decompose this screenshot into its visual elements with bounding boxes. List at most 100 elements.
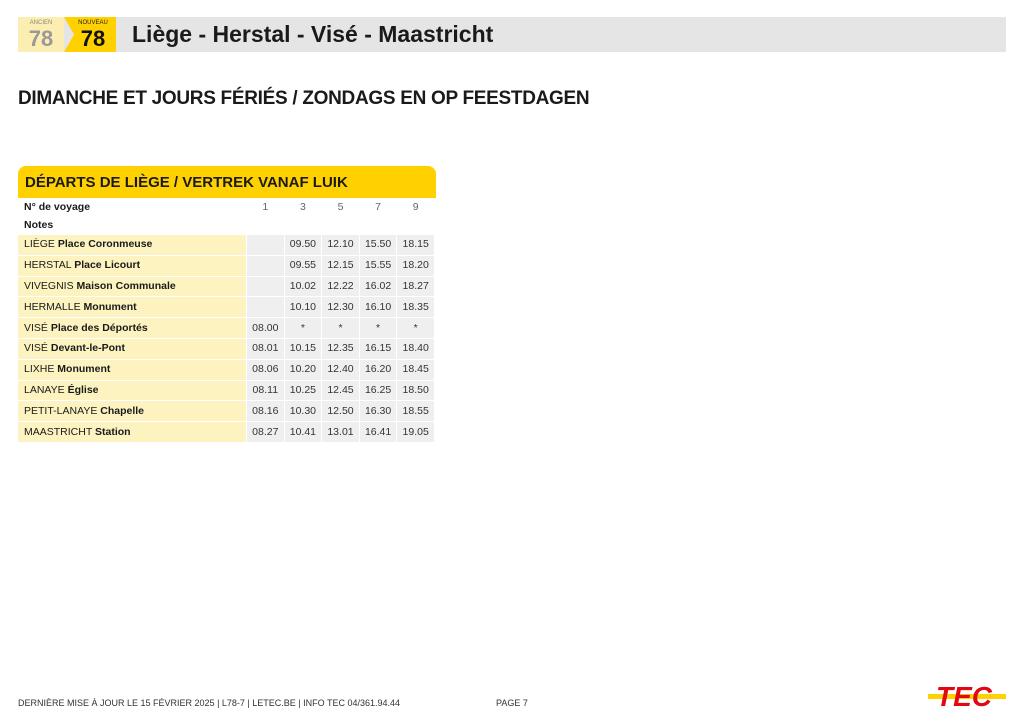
departure-time: 12.22 (322, 276, 359, 297)
voyage-number: 5 (322, 199, 359, 216)
departure-time: 12.10 (322, 235, 359, 255)
new-number: 78 (80, 26, 106, 51)
departure-time: 16.20 (359, 359, 397, 380)
route-title: Liège - Herstal - Visé - Maastricht (132, 21, 494, 47)
timetable: DÉPARTS DE LIÈGE / VERTREK VANAF LUIK N°… (18, 166, 436, 443)
stop-row: LIXHE Monument 08.06 10.20 12.40 16.20 18.45 (18, 359, 434, 380)
departure-time: * (322, 318, 359, 338)
departure-time: 19.05 (397, 422, 434, 442)
departure-time: 15.50 (359, 235, 397, 255)
route-header: ANCIEN 78 NOUVEAU 78 Liège - Herstal - V… (18, 17, 1006, 52)
departure-time: 16.25 (359, 380, 397, 401)
old-line-number: ANCIEN 78 (18, 17, 64, 52)
stop-city: MAASTRICHT (24, 425, 93, 438)
departure-time: 10.20 (284, 359, 322, 380)
stop-row: HERSTAL Place Licourt 09.55 12.15 15.55 18.2… (18, 255, 434, 276)
stop-name: PETIT-LANAYE Chapelle (18, 401, 246, 422)
departure-time: 12.50 (322, 401, 359, 422)
departure-time: 16.41 (359, 422, 397, 442)
departure-time: 18.15 (397, 235, 434, 255)
stop-place: Chapelle (100, 404, 145, 417)
stop-row: VISÉ Devant-le-Pont 08.01 10.15 12.35 16.15 1… (18, 338, 434, 359)
voyage-label: N° de voyage (18, 199, 246, 216)
departure-time: 13.01 (322, 422, 359, 442)
departure-time: 08.06 (247, 359, 284, 380)
new-label: NOUVEAU (78, 20, 108, 26)
departure-time: 12.40 (322, 359, 359, 380)
voyage-row: N° de voyage 1 3 5 7 9 (18, 199, 434, 216)
departure-time: * (359, 318, 397, 338)
departure-time: 12.30 (322, 297, 359, 318)
departure-time: 08.16 (247, 401, 284, 422)
page-number: PAGE 7 (496, 698, 528, 708)
stop-row: HERMALLE Monument 10.10 12.30 16.10 18.35 (18, 297, 434, 318)
departure-time: 10.15 (284, 338, 322, 359)
departure-time: 12.45 (322, 380, 359, 401)
stop-row: MAASTRICHT Station 08.27 10.41 13.01 16.41 19… (18, 422, 434, 442)
voyage-number: 1 (247, 199, 284, 216)
departure-time: 16.02 (359, 276, 397, 297)
tec-logo: TEC (928, 681, 1006, 712)
departure-time (247, 276, 284, 297)
departure-time: * (397, 318, 434, 338)
departure-time: 10.30 (284, 401, 322, 422)
stop-place: Place des Déportés (50, 321, 148, 334)
voyage-number: 7 (359, 199, 397, 216)
departure-time: 12.15 (322, 255, 359, 276)
stop-row: VISÉ Place des Déportés 08.00 * * * * (18, 318, 434, 338)
timetable-title: DÉPARTS DE LIÈGE / VERTREK VANAF LUIK (18, 166, 436, 198)
stop-place: Place Coronmeuse (57, 238, 153, 251)
stop-city: PETIT-LANAYE (24, 404, 98, 417)
departure-time: 08.01 (247, 338, 284, 359)
stop-city: VISÉ (24, 342, 48, 355)
departure-time: 18.55 (397, 401, 434, 422)
departure-time: 08.00 (247, 318, 284, 338)
stop-name: VISÉ Place des Déportés (18, 318, 246, 338)
stop-place: Église (67, 383, 99, 396)
stop-place: Station (94, 425, 131, 438)
stop-city: VISÉ (24, 321, 48, 334)
stop-name: MAASTRICHT Station (18, 422, 246, 442)
departure-time: 18.45 (397, 359, 434, 380)
old-number: 78 (28, 26, 54, 51)
departure-time: 10.02 (284, 276, 322, 297)
notes-label: Notes (18, 217, 246, 234)
departure-time: 08.11 (247, 380, 284, 401)
stop-place: Devant-le-Pont (50, 342, 125, 355)
section-title: DIMANCHE ET JOURS FÉRIÉS / ZONDAGS EN OP… (18, 88, 590, 109)
departure-time: 16.10 (359, 297, 397, 318)
footer-info: DERNIÈRE MISE À JOUR LE 15 FÉVRIER 2025 … (18, 698, 400, 708)
departure-time: 09.50 (284, 235, 322, 255)
departure-time: 18.27 (397, 276, 434, 297)
departure-time: 16.30 (359, 401, 397, 422)
stop-row: LIÈGE Place Coronmeuse 09.50 12.10 15.50 18.… (18, 235, 434, 255)
departure-time: 16.15 (359, 338, 397, 359)
stop-city: HERMALLE (24, 300, 81, 313)
stop-place: Maison Communale (76, 279, 176, 292)
stop-name: VISÉ Devant-le-Pont (18, 338, 246, 359)
stop-name: VIVEGNIS Maison Communale (18, 276, 246, 297)
departure-time: 10.10 (284, 297, 322, 318)
stop-name: HERMALLE Monument (18, 297, 246, 318)
stop-city: LANAYE (24, 383, 65, 396)
departure-time: 10.41 (284, 422, 322, 442)
stop-row: LANAYE Église 08.11 10.25 12.45 16.25 18.50 (18, 380, 434, 401)
stop-row: PETIT-LANAYE Chapelle 08.16 10.30 12.50 16.3… (18, 401, 434, 422)
departure-time: 18.50 (397, 380, 434, 401)
departure-time: 08.27 (247, 422, 284, 442)
notes-row: Notes (18, 217, 434, 234)
departure-time: 18.40 (397, 338, 434, 359)
departure-time: 18.20 (397, 255, 434, 276)
stop-name: LIÈGE Place Coronmeuse (18, 235, 246, 255)
stop-name: LANAYE Église (18, 380, 246, 401)
timetable-grid: N° de voyage 1 3 5 7 9 Notes LIÈGE Place… (17, 198, 435, 443)
stop-place: Place Licourt (74, 259, 141, 272)
departure-time: * (284, 318, 322, 338)
svg-text:TEC: TEC (936, 681, 993, 712)
stop-place: Monument (57, 363, 111, 376)
departure-time: 15.55 (359, 255, 397, 276)
stop-city: VIVEGNIS (24, 279, 74, 292)
departure-time: 12.35 (322, 338, 359, 359)
departure-time: 18.35 (397, 297, 434, 318)
departure-time (247, 235, 284, 255)
